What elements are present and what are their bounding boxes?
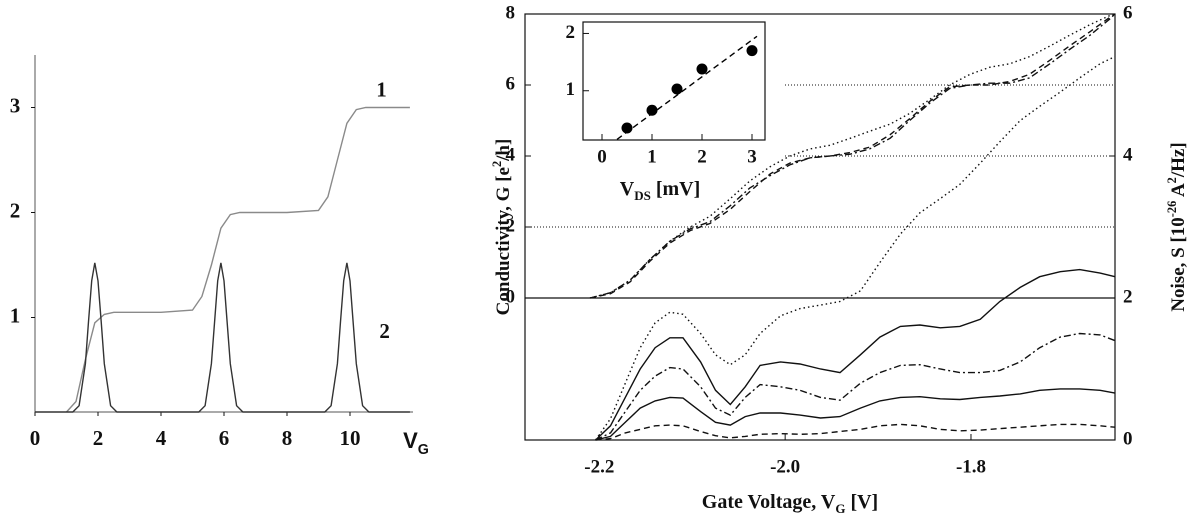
x-tick-label: 8: [282, 426, 293, 450]
axis-label: Noise, S [10-26 A2/Hz]: [1165, 142, 1190, 311]
y2-tick-label: 2: [1123, 286, 1133, 307]
axis-label-part: [mV]: [651, 178, 700, 200]
axis-label-part: V: [403, 428, 418, 453]
y2-tick-label: 6: [1123, 2, 1133, 23]
y-tick-label: 3: [10, 93, 21, 117]
x-tick-label: 0: [30, 426, 41, 450]
axis-label-part: 2: [1165, 177, 1179, 183]
panel: 0 1 2 3 1 2: [566, 21, 766, 167]
axis-label-part: Gate Voltage, V: [702, 491, 836, 513]
x-tick-label: 2: [697, 146, 707, 167]
data-line: [589, 13, 1116, 299]
data-line: [595, 55, 1116, 441]
y-tick-label: 2: [566, 22, 576, 43]
y-tick-label: 6: [506, 73, 516, 94]
x-tick-label: -1.8: [956, 456, 986, 477]
data-line: [595, 332, 1116, 441]
data-point: [621, 122, 633, 134]
data-point: [646, 104, 658, 116]
x-tick-label: 0: [597, 146, 607, 167]
annotation: 1: [376, 78, 387, 102]
x-tick-label: 10: [340, 426, 361, 450]
data-point: [696, 63, 708, 75]
y-tick-label: 2: [10, 198, 21, 222]
x-tick-label: 3: [747, 146, 757, 167]
axis-label-part: /Hz]: [1168, 142, 1189, 178]
x-tick-label: -2.2: [584, 456, 614, 477]
data-line: [595, 388, 1116, 441]
data-point: [671, 83, 683, 95]
axis-label-part: DS: [634, 188, 651, 203]
axis-label-part: Noise, S [10: [1168, 217, 1189, 311]
axis-label-part: G: [418, 442, 429, 458]
x-tick-label: 4: [156, 426, 167, 450]
y2-tick-label: 4: [1123, 144, 1133, 165]
y-tick-label: 0: [506, 286, 516, 307]
axis-label: Conductivity, G [e2/h]: [490, 139, 515, 316]
axis-label: VDS [mV]: [620, 178, 701, 204]
data-line: [35, 262, 410, 413]
plot-frame: [582, 21, 766, 141]
data-line: [595, 268, 1116, 441]
axis-label: Gate Voltage, VG [V]: [702, 491, 878, 517]
annotation: 2: [379, 319, 390, 343]
axis-label-part: [V]: [845, 491, 878, 513]
data-line: [595, 423, 1116, 441]
axis-label-part: /h]: [493, 139, 514, 162]
y2-tick-label: 0: [1123, 428, 1133, 449]
y-tick-label: 2: [506, 215, 516, 236]
x-tick-label: 1: [647, 146, 657, 167]
y-tick-label: 8: [506, 2, 516, 23]
axis-label-part: A: [1168, 183, 1189, 201]
x-tick-label: 2: [93, 426, 104, 450]
axis-label-part: G: [835, 501, 845, 516]
axis-label-part: Conductivity, G [e: [493, 167, 514, 315]
data-point: [746, 45, 758, 57]
data-line: [65, 106, 410, 413]
axis-label-part: 2: [490, 161, 504, 167]
y-tick-label: 1: [10, 303, 21, 327]
y-tick-label: 4: [506, 144, 516, 165]
x-tick-label: 6: [219, 426, 230, 450]
axis-label-part: V: [620, 178, 635, 200]
fit-line: [616, 35, 758, 140]
axis-label: VG: [403, 428, 429, 458]
x-tick-label: -2.0: [770, 456, 800, 477]
axis-label-part: -26: [1165, 201, 1179, 217]
data-line: [589, 13, 1116, 299]
y-tick-label: 1: [566, 79, 576, 100]
data-line: [589, 13, 1116, 299]
